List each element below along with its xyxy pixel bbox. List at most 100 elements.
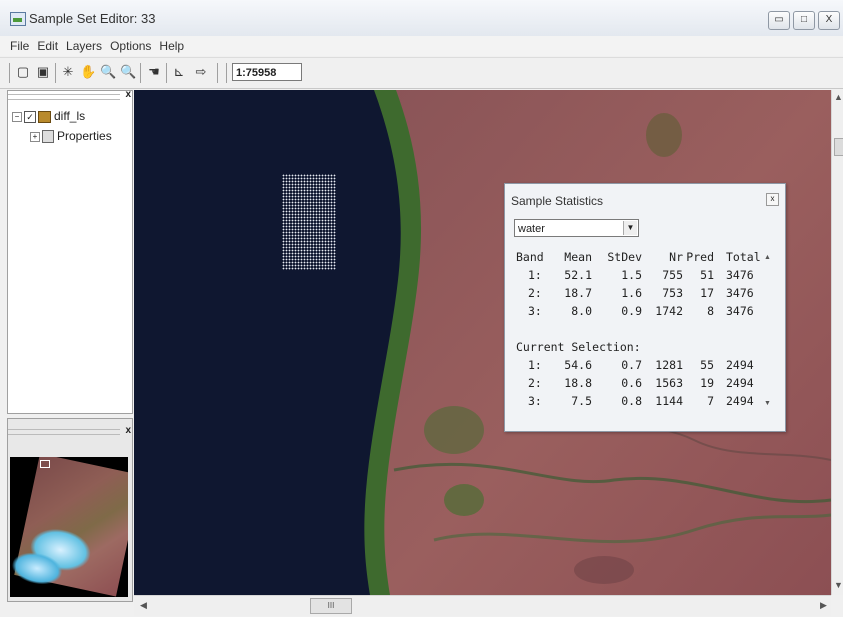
current-selection-text: Current Selection: — [516, 340, 641, 354]
chevron-down-icon[interactable]: ▼ — [623, 221, 637, 235]
layer-checkbox[interactable]: ✓ — [24, 110, 36, 123]
minimize-button[interactable]: ▭ — [768, 11, 790, 30]
band-cell: 3: — [528, 394, 542, 408]
overview-scene — [10, 457, 128, 597]
header-nr: Nr — [669, 250, 683, 264]
overview-viewport-rect[interactable] — [40, 460, 50, 468]
total-cell: 2494 — [726, 358, 754, 372]
statistics-row: 3: 8.0 0.9 1742 8 3476 — [514, 304, 754, 320]
overview-image[interactable] — [10, 457, 128, 597]
nr-cell: 1742 — [655, 304, 683, 318]
selection-row: 3: 7.5 0.8 1144 7 2494 — [514, 394, 754, 410]
toolbar-separator — [55, 63, 56, 83]
statistics-header-row: Band Mean StDev Nr Pred Total — [514, 250, 761, 266]
class-dropdown[interactable]: water ▼ — [514, 219, 639, 237]
statistics-scrollbar[interactable]: ▲ ▼ — [763, 250, 773, 420]
zoom-in-icon[interactable]: 🔍 — [100, 64, 117, 79]
toolbar-separator — [140, 63, 141, 83]
sample-statistics-window: Sample Statistics x water ▼ Band Mean St… — [504, 183, 786, 432]
current-selection-label: Current Selection: — [514, 340, 641, 356]
nr-cell: 755 — [662, 268, 683, 282]
stdev-cell: 1.6 — [621, 286, 642, 300]
select-icon[interactable]: ✳ — [62, 64, 74, 79]
stdev-cell: 0.6 — [621, 376, 642, 390]
overview-panel: x — [7, 418, 133, 602]
menu-file[interactable]: File — [10, 39, 30, 53]
pred-cell: 19 — [700, 376, 714, 390]
nr-cell: 1281 — [655, 358, 683, 372]
menu-help[interactable]: Help — [159, 39, 185, 53]
close-button[interactable]: X — [818, 11, 840, 30]
total-cell: 2494 — [726, 376, 754, 390]
toolbar-separator — [226, 63, 227, 83]
header-total: Total — [726, 250, 761, 264]
class-dropdown-value: water — [518, 223, 545, 235]
monitor-icon[interactable]: ▣ — [36, 64, 50, 79]
total-cell: 3476 — [726, 286, 754, 300]
menu-options[interactable]: Options — [110, 39, 152, 53]
menu-layers[interactable]: Layers — [66, 39, 103, 53]
tree-item-label: Properties — [57, 129, 112, 143]
expand-icon[interactable]: + — [30, 131, 40, 142]
mean-cell: 18.8 — [564, 376, 592, 390]
map-vertical-scrollbar[interactable]: ▲ ▼ — [831, 90, 843, 595]
mean-cell: 7.5 — [571, 394, 592, 408]
tree-item-label: diff_ls — [54, 109, 86, 123]
statistics-row: 2: 18.7 1.6 753 17 3476 — [514, 286, 754, 302]
mean-cell: 52.1 — [564, 268, 592, 282]
sample-statistics-close-button[interactable]: x — [766, 193, 779, 206]
toolbar-separator — [217, 63, 218, 83]
layer-icon — [38, 110, 51, 123]
scroll-right-icon[interactable]: ▶ — [820, 600, 827, 610]
selection-row: 2: 18.8 0.6 1563 19 2494 — [514, 376, 754, 392]
stdev-cell: 0.8 — [621, 394, 642, 408]
pred-cell: 7 — [707, 394, 714, 408]
vertical-scroll-thumb[interactable] — [834, 138, 843, 156]
mean-cell: 18.7 — [564, 286, 592, 300]
pred-cell: 55 — [700, 358, 714, 372]
panel-grip[interactable] — [8, 94, 120, 100]
scroll-down-icon[interactable]: ▼ — [834, 580, 843, 590]
pred-cell: 17 — [700, 286, 714, 300]
tree-item-properties[interactable]: + Properties — [30, 129, 112, 144]
new-icon[interactable]: ▢ — [16, 64, 30, 79]
layers-panel-close-button[interactable]: x — [125, 89, 131, 100]
toolbar-separator — [166, 63, 167, 83]
panel-grip[interactable] — [8, 429, 120, 435]
band-cell: 2: — [528, 376, 542, 390]
overview-panel-close-button[interactable]: x — [125, 425, 131, 436]
scroll-up-icon[interactable]: ▲ — [764, 254, 771, 261]
properties-icon — [42, 130, 54, 144]
scale-input[interactable]: 1:75958 — [232, 63, 302, 81]
map-horizontal-scrollbar[interactable]: ◀ III ▶ — [134, 595, 831, 616]
scroll-left-icon[interactable]: ◀ — [140, 600, 147, 610]
zoom-out-icon[interactable]: 🔍 — [120, 64, 137, 79]
pan-hand-icon[interactable]: ✋ — [80, 64, 97, 79]
scroll-up-icon[interactable]: ▲ — [834, 92, 843, 102]
collapse-icon[interactable]: − — [12, 111, 22, 122]
total-cell: 3476 — [726, 304, 754, 318]
toolbar-grip — [9, 63, 10, 83]
stdev-cell: 0.9 — [621, 304, 642, 318]
toolbar: ▢ ▣ ✳ ✋ 🔍 🔍 ☚ ⊾ ⇨ 1:75958 — [0, 57, 843, 89]
header-stdev: StDev — [607, 250, 642, 264]
sample-selection-grid[interactable] — [282, 174, 336, 270]
horizontal-scroll-thumb[interactable]: III — [310, 598, 352, 614]
mean-cell: 54.6 — [564, 358, 592, 372]
band-cell: 1: — [528, 358, 542, 372]
band-cell: 1: — [528, 268, 542, 282]
tree-item-diff-ls[interactable]: − ✓ diff_ls — [12, 109, 85, 123]
layers-panel: x − ✓ diff_ls + Properties — [7, 89, 133, 414]
exit-icon[interactable]: ⇨ — [195, 64, 207, 79]
band-cell: 3: — [528, 304, 542, 318]
maximize-button[interactable]: □ — [793, 11, 815, 30]
selection-row: 1: 54.6 0.7 1281 55 2494 — [514, 358, 754, 374]
stdev-cell: 0.7 — [621, 358, 642, 372]
chart-icon[interactable]: ⊾ — [173, 64, 185, 79]
scroll-down-icon[interactable]: ▼ — [764, 400, 771, 407]
menu-edit[interactable]: Edit — [37, 39, 59, 53]
band-cell: 2: — [528, 286, 542, 300]
header-pred: Pred — [686, 250, 714, 264]
header-band: Band — [516, 250, 544, 264]
hand-icon[interactable]: ☚ — [148, 64, 160, 79]
